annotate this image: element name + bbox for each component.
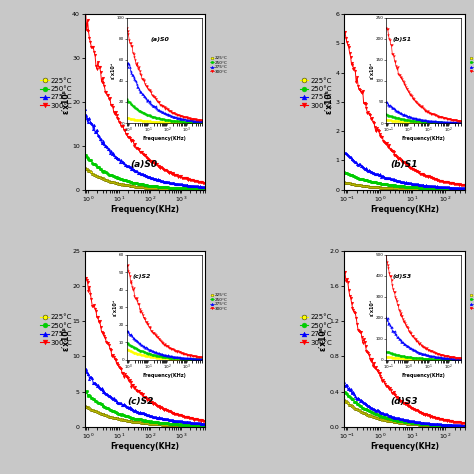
Legend: 225°C, 250°C, 275°C, 300°C: 225°C, 250°C, 275°C, 300°C bbox=[298, 313, 333, 347]
Text: (b)S1: (b)S1 bbox=[390, 160, 417, 169]
X-axis label: Frequency(KHz): Frequency(KHz) bbox=[370, 442, 439, 451]
X-axis label: Frequency(KHz): Frequency(KHz) bbox=[110, 205, 180, 214]
Y-axis label: ε′x10⁵: ε′x10⁵ bbox=[62, 90, 71, 114]
Legend: 225°C, 250°C, 275°C, 300°C: 225°C, 250°C, 275°C, 300°C bbox=[39, 313, 74, 347]
Text: (a)S0: (a)S0 bbox=[130, 160, 158, 169]
Text: (d)S3: (d)S3 bbox=[390, 397, 417, 406]
Y-axis label: ε′x10⁵: ε′x10⁵ bbox=[319, 327, 328, 351]
X-axis label: Frequency(KHz): Frequency(KHz) bbox=[370, 205, 439, 214]
Y-axis label: ε′x10⁵: ε′x10⁵ bbox=[62, 327, 71, 351]
X-axis label: Frequency(KHz): Frequency(KHz) bbox=[110, 442, 180, 451]
Legend: 225°C, 250°C, 275°C, 300°C: 225°C, 250°C, 275°C, 300°C bbox=[39, 76, 74, 110]
Text: (c)S2: (c)S2 bbox=[127, 397, 153, 406]
Y-axis label: ε′x10⁵: ε′x10⁵ bbox=[325, 90, 334, 114]
Legend: 225°C, 250°C, 275°C, 300°C: 225°C, 250°C, 275°C, 300°C bbox=[298, 76, 333, 110]
